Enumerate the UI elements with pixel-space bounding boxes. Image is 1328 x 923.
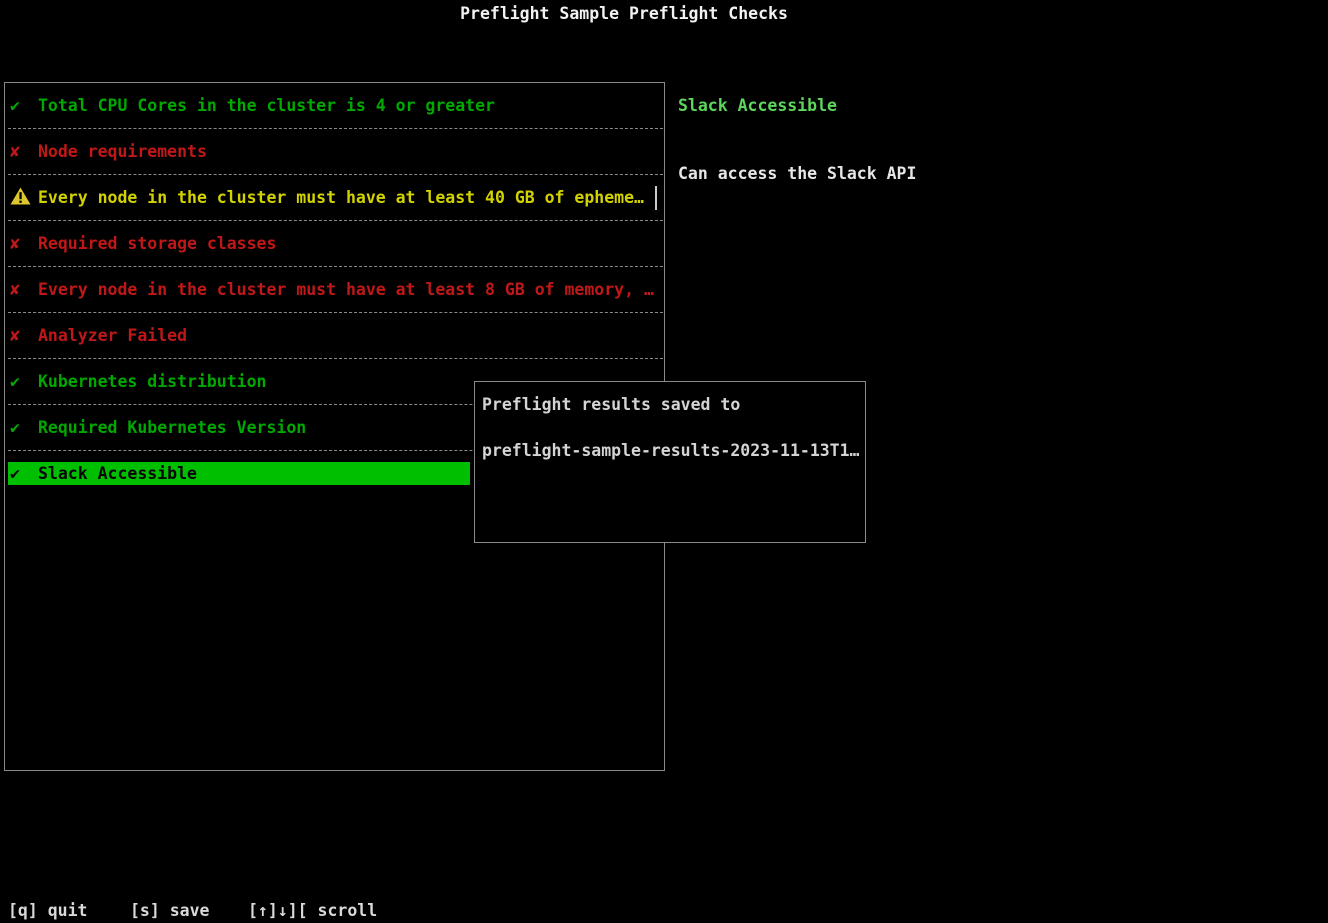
check-icon: ✔ xyxy=(10,96,20,115)
row-separator xyxy=(5,117,664,140)
check-label: Node requirements xyxy=(38,142,207,161)
check-row[interactable]: ✔ Kubernetes distribution xyxy=(8,370,470,393)
cross-icon: ✘ xyxy=(10,234,20,253)
check-row[interactable]: Every node in the cluster must have at l… xyxy=(8,186,644,209)
check-row-selected[interactable]: ✔ Slack Accessible xyxy=(8,462,470,485)
cross-icon: ✘ xyxy=(10,280,20,299)
save-key-hint: [s] save xyxy=(130,901,210,920)
check-label: Required storage classes xyxy=(38,234,277,253)
save-dialog: Preflight results saved to preflight-sam… xyxy=(474,381,866,543)
check-label: Every node in the cluster must have at l… xyxy=(38,188,644,207)
detail-title: Slack Accessible xyxy=(678,96,837,115)
check-row[interactable]: ✘ Every node in the cluster must have at … xyxy=(8,278,654,301)
check-row[interactable]: ✘ Analyzer Failed xyxy=(8,324,470,347)
scroll-key-hint: [↑]↓][ scroll xyxy=(248,901,378,920)
cross-icon: ✘ xyxy=(10,326,20,345)
check-label: Analyzer Failed xyxy=(38,326,188,345)
row-separator xyxy=(5,393,664,416)
detail-message: Can access the Slack API xyxy=(678,164,917,183)
row-separator xyxy=(5,439,664,462)
row-separator xyxy=(5,255,664,278)
check-label: Slack Accessible xyxy=(38,464,197,483)
check-icon: ✔ xyxy=(10,464,20,483)
check-label: Every node in the cluster must have at l… xyxy=(38,280,654,299)
row-separator xyxy=(5,347,664,370)
dialog-message-line1: Preflight results saved to xyxy=(482,395,741,414)
check-icon: ✔ xyxy=(10,418,20,437)
check-label: Total CPU Cores in the cluster is 4 or g… xyxy=(38,96,495,115)
check-row[interactable]: ✔ Required Kubernetes Version xyxy=(8,416,470,439)
check-row[interactable]: ✘ Required storage classes xyxy=(8,232,470,255)
quit-key-hint: [q] quit xyxy=(8,901,88,920)
row-separator xyxy=(5,163,664,186)
cross-icon: ✘ xyxy=(10,142,20,161)
check-label: Required Kubernetes Version xyxy=(38,418,307,437)
preflight-checks-panel: ✔ Total CPU Cores in the cluster is 4 or … xyxy=(4,82,665,771)
check-icon: ✔ xyxy=(10,372,20,391)
check-label: Kubernetes distribution xyxy=(38,372,267,391)
check-row[interactable]: ✔ Total CPU Cores in the cluster is 4 or … xyxy=(8,94,495,117)
check-row[interactable]: ✘ Node requirements xyxy=(8,140,470,163)
dialog-saved-filename: preflight-sample-results-2023-11-13T1… xyxy=(482,441,860,460)
app-title: Preflight Sample Preflight Checks xyxy=(460,4,788,23)
warning-icon xyxy=(10,186,38,209)
text-cursor xyxy=(655,186,657,210)
row-separator xyxy=(5,301,664,324)
row-separator xyxy=(5,209,664,232)
